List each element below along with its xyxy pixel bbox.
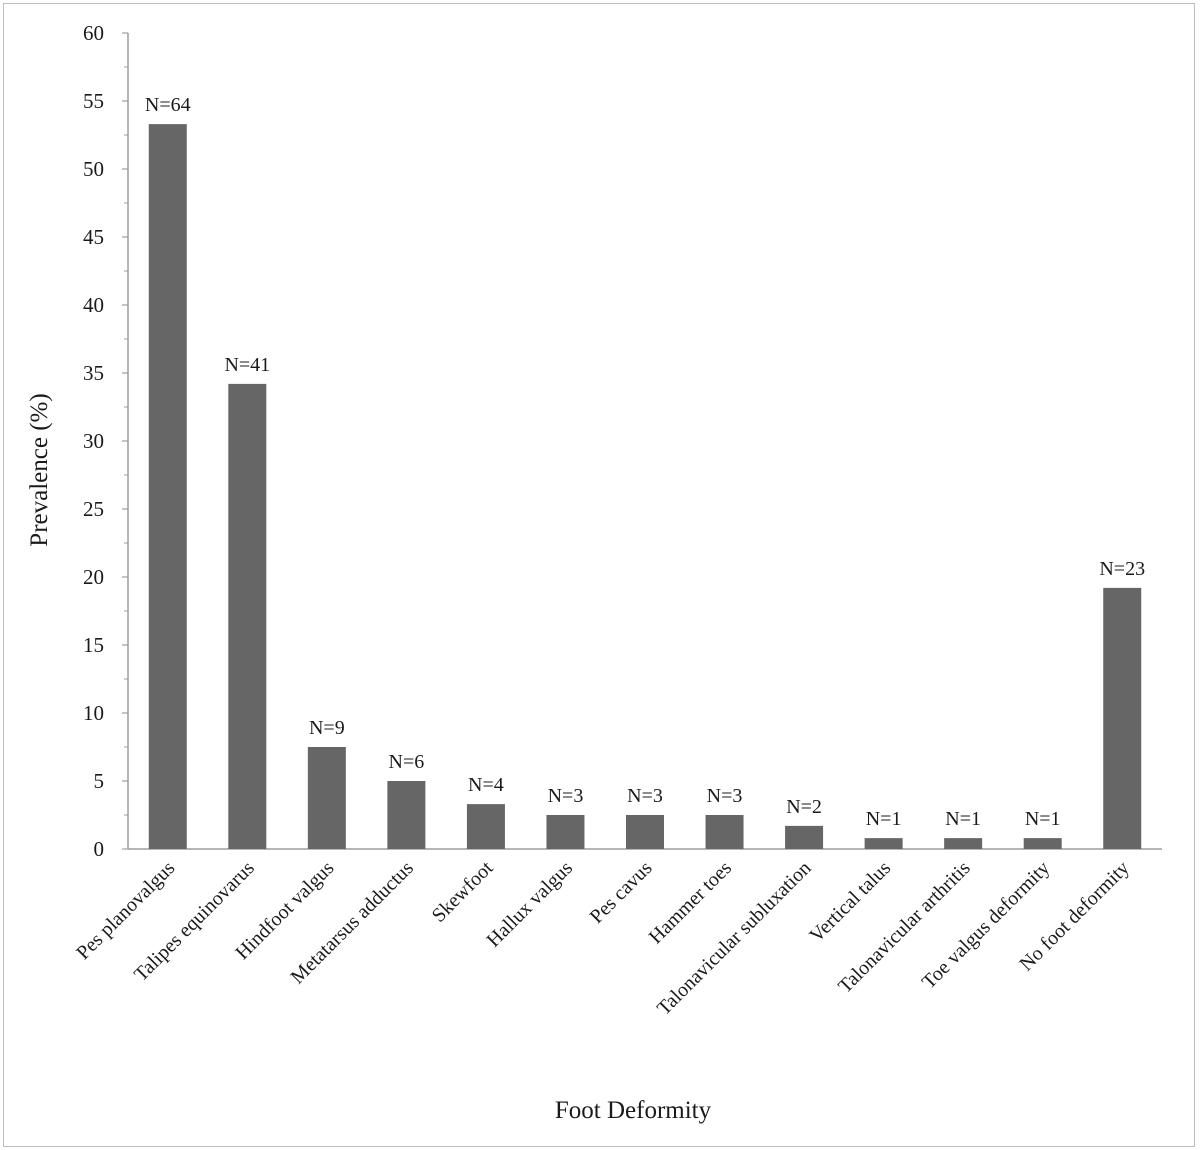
bars [148, 124, 1142, 850]
data-labels: N=64 N=41 N=9 N=6 N=4 N=3 N=3 N=3 N=2 N=1 N=1 N=1 N=… [145, 94, 1145, 830]
data-label: N=64 [145, 94, 191, 116]
bar [626, 815, 664, 849]
y-tick-label: 55 [83, 89, 104, 113]
y-tick-label: 40 [83, 293, 104, 317]
data-label: N=1 [1025, 808, 1061, 830]
bar [228, 383, 267, 849]
category-label: Talonavicular subluxation [653, 857, 816, 1020]
y-tick-label: 45 [83, 225, 104, 249]
category-label: Skewfoot [428, 857, 498, 927]
bar [546, 815, 585, 849]
data-label: N=3 [548, 785, 584, 807]
y-tick-label: 60 [83, 21, 104, 45]
y-tick-label: 5 [94, 769, 105, 793]
bar [785, 825, 824, 849]
bar [1103, 587, 1142, 849]
y-tick-label: 15 [83, 633, 104, 657]
data-label: N=4 [468, 774, 504, 796]
data-label: N=6 [389, 751, 425, 773]
bar [944, 838, 983, 849]
y-tick-label: 30 [83, 429, 104, 453]
bar [307, 747, 346, 849]
y-tick-label: 10 [83, 701, 104, 725]
chart-frame [3, 3, 1195, 1147]
data-label: N=3 [707, 785, 743, 807]
y-tick-label: 20 [83, 565, 104, 589]
bar [148, 124, 187, 850]
category-label: Pes cavus [586, 857, 657, 928]
data-label: N=23 [1099, 558, 1145, 580]
category-label: Hallux valgus [482, 857, 577, 952]
y-axis: 0 5 10 15 20 25 30 35 40 45 50 55 60 [83, 21, 129, 861]
x-axis-title: Foot Deformity [555, 1097, 712, 1124]
y-tick-label: 25 [83, 497, 104, 521]
data-label: N=41 [224, 354, 270, 376]
data-label: N=2 [786, 796, 822, 818]
data-label: N=1 [945, 808, 981, 830]
y-tick-label: 50 [83, 157, 104, 181]
y-tick-label: 35 [83, 361, 104, 385]
y-tick-label: 0 [94, 837, 105, 861]
data-label: N=1 [866, 808, 902, 830]
bar [387, 781, 426, 849]
bar [864, 838, 903, 849]
bar [1023, 838, 1062, 849]
bar [705, 815, 744, 849]
data-label: N=3 [627, 785, 663, 807]
bar [466, 804, 505, 849]
data-label: N=9 [309, 717, 345, 739]
category-label: Talonavicular arthritis [834, 857, 975, 998]
y-axis-title: Prevalence (%) [26, 393, 53, 546]
